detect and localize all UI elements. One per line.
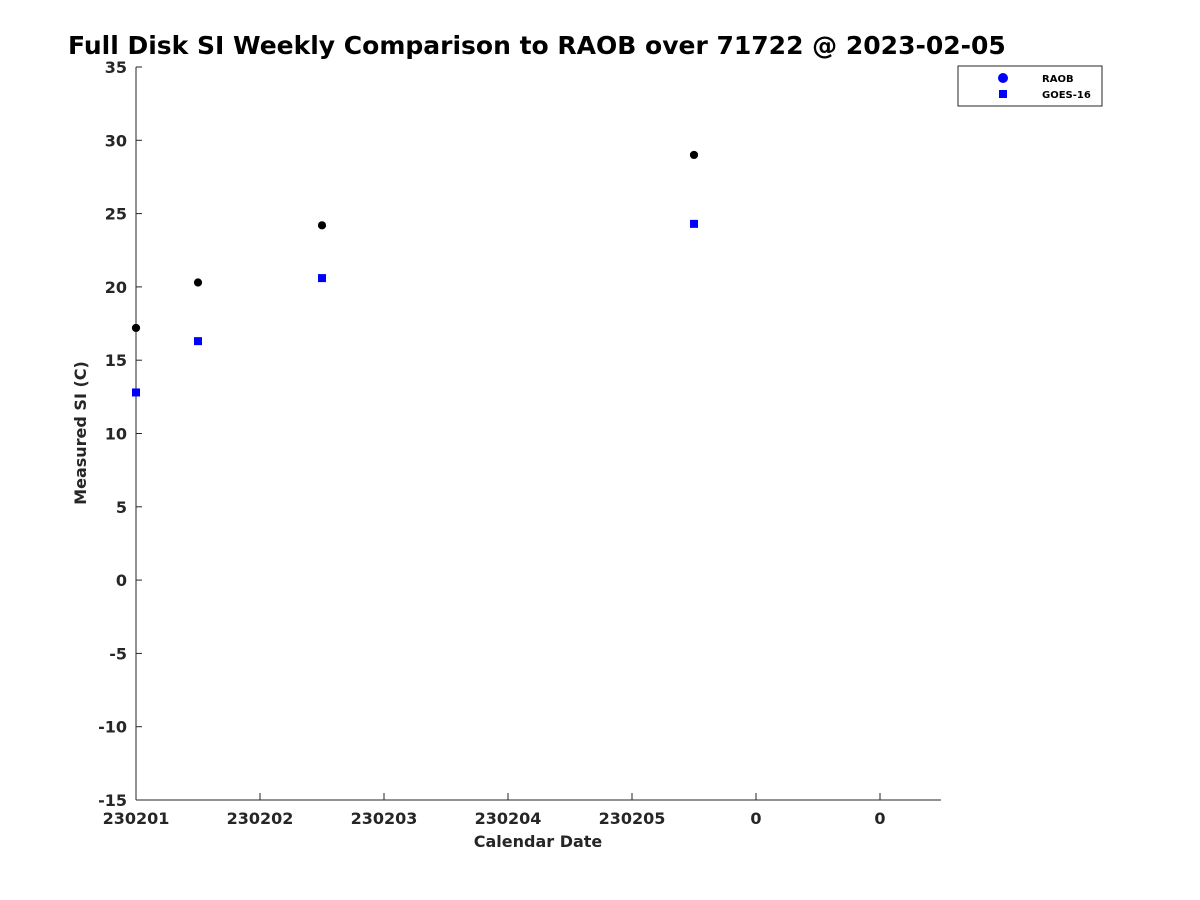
y-tick-label: 30 xyxy=(105,131,127,150)
point-goes-16 xyxy=(194,337,202,346)
x-tick-label: 230205 xyxy=(599,809,666,828)
legend-marker-raob xyxy=(998,73,1008,83)
x-ticks: 230201 230202 230203 230204 230205 0 0 xyxy=(103,793,886,828)
y-tick-label: 35 xyxy=(105,58,127,77)
legend-label-goes-16: GOES-16 xyxy=(1042,90,1091,101)
y-tick-label: 15 xyxy=(105,351,127,370)
legend-box xyxy=(957,65,1103,107)
y-ticks: 35 30 25 20 15 10 5 0 -5 -10 -15 xyxy=(98,58,142,810)
point-raob xyxy=(131,323,141,333)
y-tick-label: 20 xyxy=(105,278,127,297)
point-raob xyxy=(193,278,203,287)
y-tick-label: 5 xyxy=(116,498,127,517)
y-tick-label: 0 xyxy=(116,571,127,590)
y-axis-label: Measured SI (C) xyxy=(71,361,90,505)
x-tick-label: 230203 xyxy=(351,809,418,828)
point-raob xyxy=(689,150,699,160)
legend-marker-goes-16 xyxy=(999,90,1007,98)
y-tick-label: 25 xyxy=(105,205,127,224)
y-tick-label: 10 xyxy=(105,425,127,444)
x-axis-label: Calendar Date xyxy=(474,832,603,851)
legend-label-raob: RAOB xyxy=(1042,74,1074,85)
point-goes-16 xyxy=(318,274,326,283)
y-tick-label: -5 xyxy=(109,644,127,663)
chart-title: Full Disk SI Weekly Comparison to RAOB o… xyxy=(68,31,1006,60)
point-goes-16 xyxy=(132,388,140,397)
x-tick-label: 0 xyxy=(750,809,761,828)
y-tick-label: -10 xyxy=(98,718,127,737)
x-tick-label: 230201 xyxy=(103,809,170,828)
x-tick-label: 230202 xyxy=(227,809,294,828)
legend: RAOB GOES-16 xyxy=(957,65,1103,107)
data-points xyxy=(131,150,699,397)
x-tick-label: 0 xyxy=(874,809,885,828)
point-raob xyxy=(317,221,327,230)
y-tick-label: -15 xyxy=(98,791,127,810)
x-tick-label: 230204 xyxy=(475,809,542,828)
point-goes-16 xyxy=(690,219,698,228)
